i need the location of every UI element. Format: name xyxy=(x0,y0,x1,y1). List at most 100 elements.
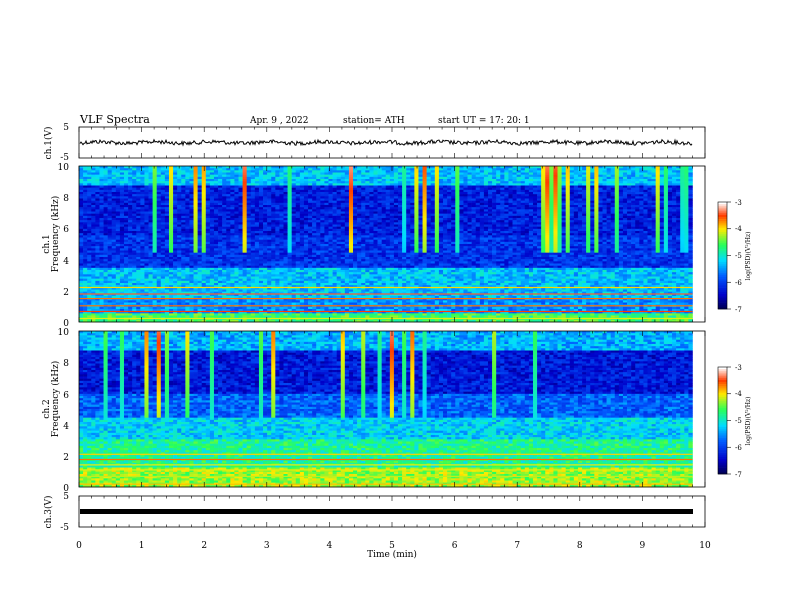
spectrogram-cell xyxy=(295,181,301,184)
spectrogram-cell xyxy=(353,220,358,223)
spectrogram-cell xyxy=(291,211,297,214)
spectrogram-cell xyxy=(598,172,603,175)
spectrogram-cell xyxy=(516,222,522,225)
spectrogram-cell xyxy=(115,181,121,184)
spectrogram-cell xyxy=(598,192,603,195)
spectrogram-cell xyxy=(651,218,656,221)
spectrogram-cell xyxy=(213,209,219,212)
spectrogram-cell xyxy=(140,233,145,236)
spectrogram-cell xyxy=(373,224,378,227)
spectrogram-cell xyxy=(455,222,460,225)
spectrogram-cell xyxy=(222,196,227,199)
spectrogram-cell xyxy=(328,166,333,169)
spectrogram-cell xyxy=(242,224,247,227)
spectrogram-cell xyxy=(402,185,407,188)
spectrogram-cell xyxy=(295,226,301,230)
spectrogram-cell xyxy=(471,166,477,169)
spectrogram-cell xyxy=(496,211,501,214)
spectrogram-cell xyxy=(115,213,121,217)
spectrogram-cell xyxy=(205,185,211,188)
spectrogram-cell xyxy=(479,181,485,184)
spectrogram-cell xyxy=(132,172,137,175)
spectrogram-cell xyxy=(459,231,464,234)
spectrogram-cell xyxy=(492,166,497,169)
spectrogram-cell xyxy=(258,192,264,195)
spectrogram-cell xyxy=(430,176,436,180)
spectrogram-cell xyxy=(234,209,239,212)
spectrogram-cell xyxy=(361,205,366,208)
spectrogram-cell xyxy=(107,215,113,219)
spectrogram-cell xyxy=(672,189,677,193)
spectrogram-cell xyxy=(590,187,595,191)
spectrogram-cell xyxy=(618,181,624,184)
spectrogram-cell xyxy=(565,218,571,221)
spectrogram-cell xyxy=(107,192,113,195)
spectrogram-cell xyxy=(332,222,337,225)
spectrogram-cell xyxy=(602,185,607,188)
spectrogram-cell xyxy=(209,176,215,180)
spectrogram-cell xyxy=(164,172,170,175)
spectrogram-cell xyxy=(148,213,153,217)
spectrogram-cell xyxy=(144,192,149,195)
spectrogram-cell xyxy=(156,181,162,184)
spectrogram-cell xyxy=(422,202,427,206)
spectrogram-cell xyxy=(537,215,542,219)
spectrogram-cell xyxy=(430,187,436,191)
spectrogram-cell xyxy=(631,181,636,184)
spectrogram-cell xyxy=(299,187,305,191)
spectrogram-cell xyxy=(197,189,202,193)
spectrogram-cell xyxy=(463,220,468,223)
spectrogram-cell xyxy=(479,176,485,180)
spectrogram-cell xyxy=(218,170,223,173)
spectrogram-cell xyxy=(631,192,636,195)
spectrogram-cell xyxy=(344,207,350,210)
spectrogram-cell xyxy=(410,224,415,227)
spectrogram-cell xyxy=(463,194,468,197)
spectrogram-cell xyxy=(508,224,513,227)
spectrogram-cell xyxy=(487,205,493,208)
spectrogram-cell xyxy=(443,220,448,223)
spectrogram-cell xyxy=(369,205,374,208)
spectrogram-cell xyxy=(348,233,354,236)
spectrogram-cell xyxy=(152,224,158,227)
spectrogram-cell xyxy=(144,215,149,219)
spectrogram-cell xyxy=(79,205,84,208)
spectrogram-cell xyxy=(447,205,452,208)
spectrogram-cell xyxy=(111,205,117,208)
spectrogram-cell xyxy=(103,172,108,175)
spectrogram-cell xyxy=(205,207,211,210)
spectrogram-cell xyxy=(91,174,96,178)
spectrogram-cell xyxy=(209,168,215,171)
spectrogram-cell xyxy=(303,181,309,184)
spectrogram-cell xyxy=(627,174,632,178)
spectrogram-cell xyxy=(524,189,530,193)
spectrogram-cell xyxy=(622,170,628,173)
spectrogram-cell xyxy=(520,189,526,193)
spectrogram-cell xyxy=(377,179,382,182)
spectrogram-cell xyxy=(492,189,497,193)
spectrogram-cell xyxy=(410,192,415,195)
spectrogram-cell xyxy=(99,176,104,180)
spectrogram-cell xyxy=(168,220,174,223)
spectrogram-cell xyxy=(148,233,153,236)
spectrogram-cell xyxy=(365,187,370,191)
spectrogram-cell xyxy=(332,172,337,175)
spectrogram-cell xyxy=(447,218,452,221)
spectrogram-cell xyxy=(532,215,538,219)
spectrogram-cell xyxy=(91,185,96,188)
spectrogram-cell xyxy=(639,233,644,236)
spectrogram-cell xyxy=(598,222,603,225)
spectrogram-cell xyxy=(254,205,260,208)
spectrogram-cell xyxy=(524,172,530,175)
spectrogram-cell xyxy=(365,231,370,234)
spectrogram-cell xyxy=(160,192,166,195)
spectrogram-cell xyxy=(672,209,677,212)
spectrogram-cell xyxy=(643,207,648,210)
spectrogram-cell xyxy=(541,183,546,186)
spectrogram-cell xyxy=(373,228,378,232)
spectrogram-cell xyxy=(467,211,472,214)
spectrogram-cell xyxy=(115,189,121,193)
spectrogram-cell xyxy=(402,194,407,197)
spectrogram-cell xyxy=(434,172,440,175)
spectrogram-cell xyxy=(614,174,620,178)
